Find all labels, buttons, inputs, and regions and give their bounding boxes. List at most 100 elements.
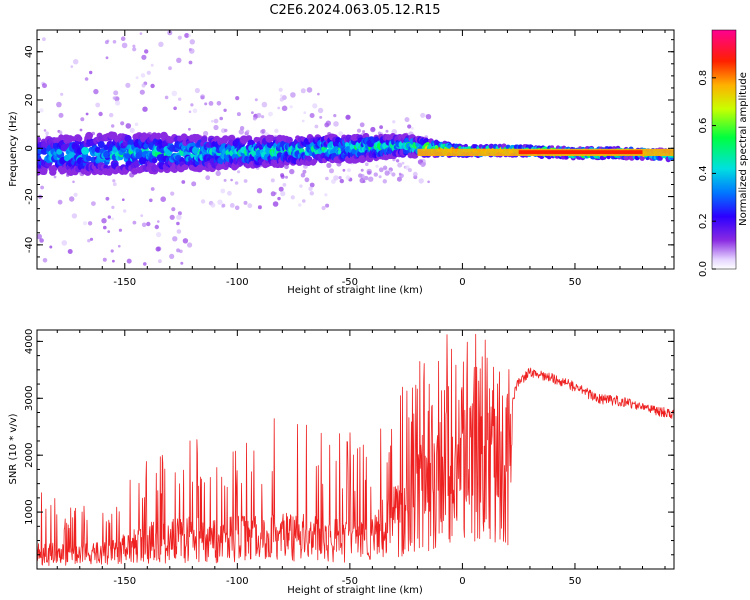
spectrogram-cell — [217, 199, 223, 205]
spectrogram-cell — [301, 119, 305, 123]
spectrogram-cell — [187, 242, 193, 248]
spectrogram-cell — [103, 225, 107, 230]
spectrogram-cell — [191, 181, 197, 187]
spectrogram-y-ticks: 40 20 0 -20 -40 — [24, 39, 674, 270]
spectrogram-cell — [115, 100, 121, 106]
spectrogram-cell — [189, 48, 195, 54]
spectrogram-cell — [379, 125, 383, 129]
spectrogram-cell — [280, 94, 283, 97]
spectrogram-cell — [246, 129, 250, 134]
spectrogram-cell — [321, 205, 326, 211]
spectrogram-cell — [382, 165, 388, 170]
y-tick-label: 20 — [24, 94, 35, 107]
spectrogram-cell — [385, 129, 389, 133]
spectrogram-cell — [105, 56, 109, 60]
spectrogram-cell — [277, 196, 281, 201]
spectrogram-cell — [124, 153, 131, 159]
spectrogram-cell — [73, 59, 79, 65]
spectrogram-cell — [280, 191, 286, 197]
spectrogram-cell — [278, 186, 284, 192]
spectrogram-cell — [277, 106, 281, 110]
spectrogram-cell — [123, 209, 127, 213]
spectrogram-cell — [418, 178, 424, 184]
spectrogram-cell — [151, 157, 158, 164]
spectrogram-cell — [227, 190, 232, 196]
spectrogram-cell — [176, 229, 182, 234]
spectrogram-cell — [280, 174, 285, 179]
spectrogram-cell — [317, 107, 324, 114]
spectrogram-cell — [517, 144, 523, 150]
spectrogram-cell — [404, 117, 410, 123]
spectrogram-cell — [306, 156, 313, 162]
spectrogram-cell — [150, 187, 155, 191]
y-tick-label: 1000 — [24, 499, 35, 524]
spectrogram-cell — [286, 136, 293, 144]
spectrogram-cell — [391, 172, 396, 177]
y-tick-label: -40 — [24, 237, 35, 253]
spectrogram-cell — [370, 126, 376, 133]
spectrogram-cell — [261, 128, 266, 134]
y-tick-label: 40 — [24, 45, 35, 58]
spectrogram-cell — [200, 199, 206, 204]
spectrogram-x-ticks: -150 -100 -50 0 50 — [56, 30, 666, 288]
spectrogram-cell — [150, 83, 155, 89]
spectrogram-cell — [107, 215, 112, 219]
spectrogram-cell — [200, 94, 206, 100]
spectrogram-cell — [365, 162, 369, 166]
spectrogram-cell — [112, 96, 117, 100]
spectrogram-cell — [338, 176, 342, 180]
spectrogram-cell — [37, 136, 41, 143]
spectrogram-cell — [93, 88, 99, 95]
spectrogram-cell — [342, 168, 346, 172]
spectrogram-cell — [164, 95, 169, 100]
spectrogram-cell — [223, 178, 227, 182]
snr-x-ticks: -150 -100 -50 0 50 — [56, 330, 666, 587]
spectrogram-cell — [335, 137, 341, 143]
spectrogram-cell — [229, 203, 235, 208]
spectrogram-cell — [169, 214, 175, 220]
spectrogram-cell — [71, 213, 78, 219]
y-tick-label: 3000 — [24, 386, 35, 411]
spectrogram-cell — [203, 130, 209, 137]
colorbar-tick-label: 0.6 — [698, 118, 709, 134]
spectrogram-cell — [373, 136, 380, 143]
spectrogram-cell — [219, 116, 223, 121]
spectrogram-cell — [132, 220, 137, 225]
spectrogram-cell — [208, 101, 214, 106]
spectrogram-cell — [425, 114, 432, 120]
spectrogram-cell — [325, 120, 331, 126]
y-tick-label: 0 — [24, 145, 35, 151]
spectrogram-cell — [359, 122, 365, 128]
spectrogram-cell — [111, 217, 114, 221]
spectrogram-cell — [285, 175, 288, 179]
spectrogram-cell — [396, 176, 402, 182]
spectrogram-cell — [281, 105, 288, 112]
spectrogram-cell — [97, 141, 105, 149]
spectrogram-cell — [89, 70, 93, 75]
spectrogram-cell — [278, 87, 283, 92]
spectrogram-cell — [42, 37, 46, 42]
figure-title: C2E6.2024.063.05.12.R15 — [269, 3, 440, 18]
spectrogram-cell — [234, 205, 240, 211]
spectrogram-cell — [80, 117, 85, 122]
colorbar-gradient — [711, 29, 737, 270]
spectrogram-cell — [300, 172, 306, 178]
spectrogram-cell — [312, 103, 318, 109]
x-tick-label: 50 — [569, 576, 582, 587]
spectrogram-cell — [141, 83, 146, 88]
spectrogram-cell — [69, 196, 75, 202]
snr-y-label: SNR (10 * v/v) — [8, 413, 19, 484]
spectrogram-cell — [178, 97, 182, 101]
spectrogram-cell — [134, 122, 139, 127]
spectrogram-cell — [169, 253, 175, 259]
spectrogram-cell — [213, 124, 219, 131]
spectrogram-cell — [270, 191, 276, 197]
spectrogram-cell — [105, 196, 110, 201]
spectrogram-cell — [141, 54, 147, 60]
spectrogram-cell — [81, 146, 90, 155]
spectrogram-cell — [243, 200, 248, 205]
spectrogram-cell — [319, 115, 323, 119]
spectrogram-cell — [154, 224, 159, 230]
spectrogram-cell — [304, 177, 310, 183]
x-tick-label: -150 — [113, 576, 136, 587]
